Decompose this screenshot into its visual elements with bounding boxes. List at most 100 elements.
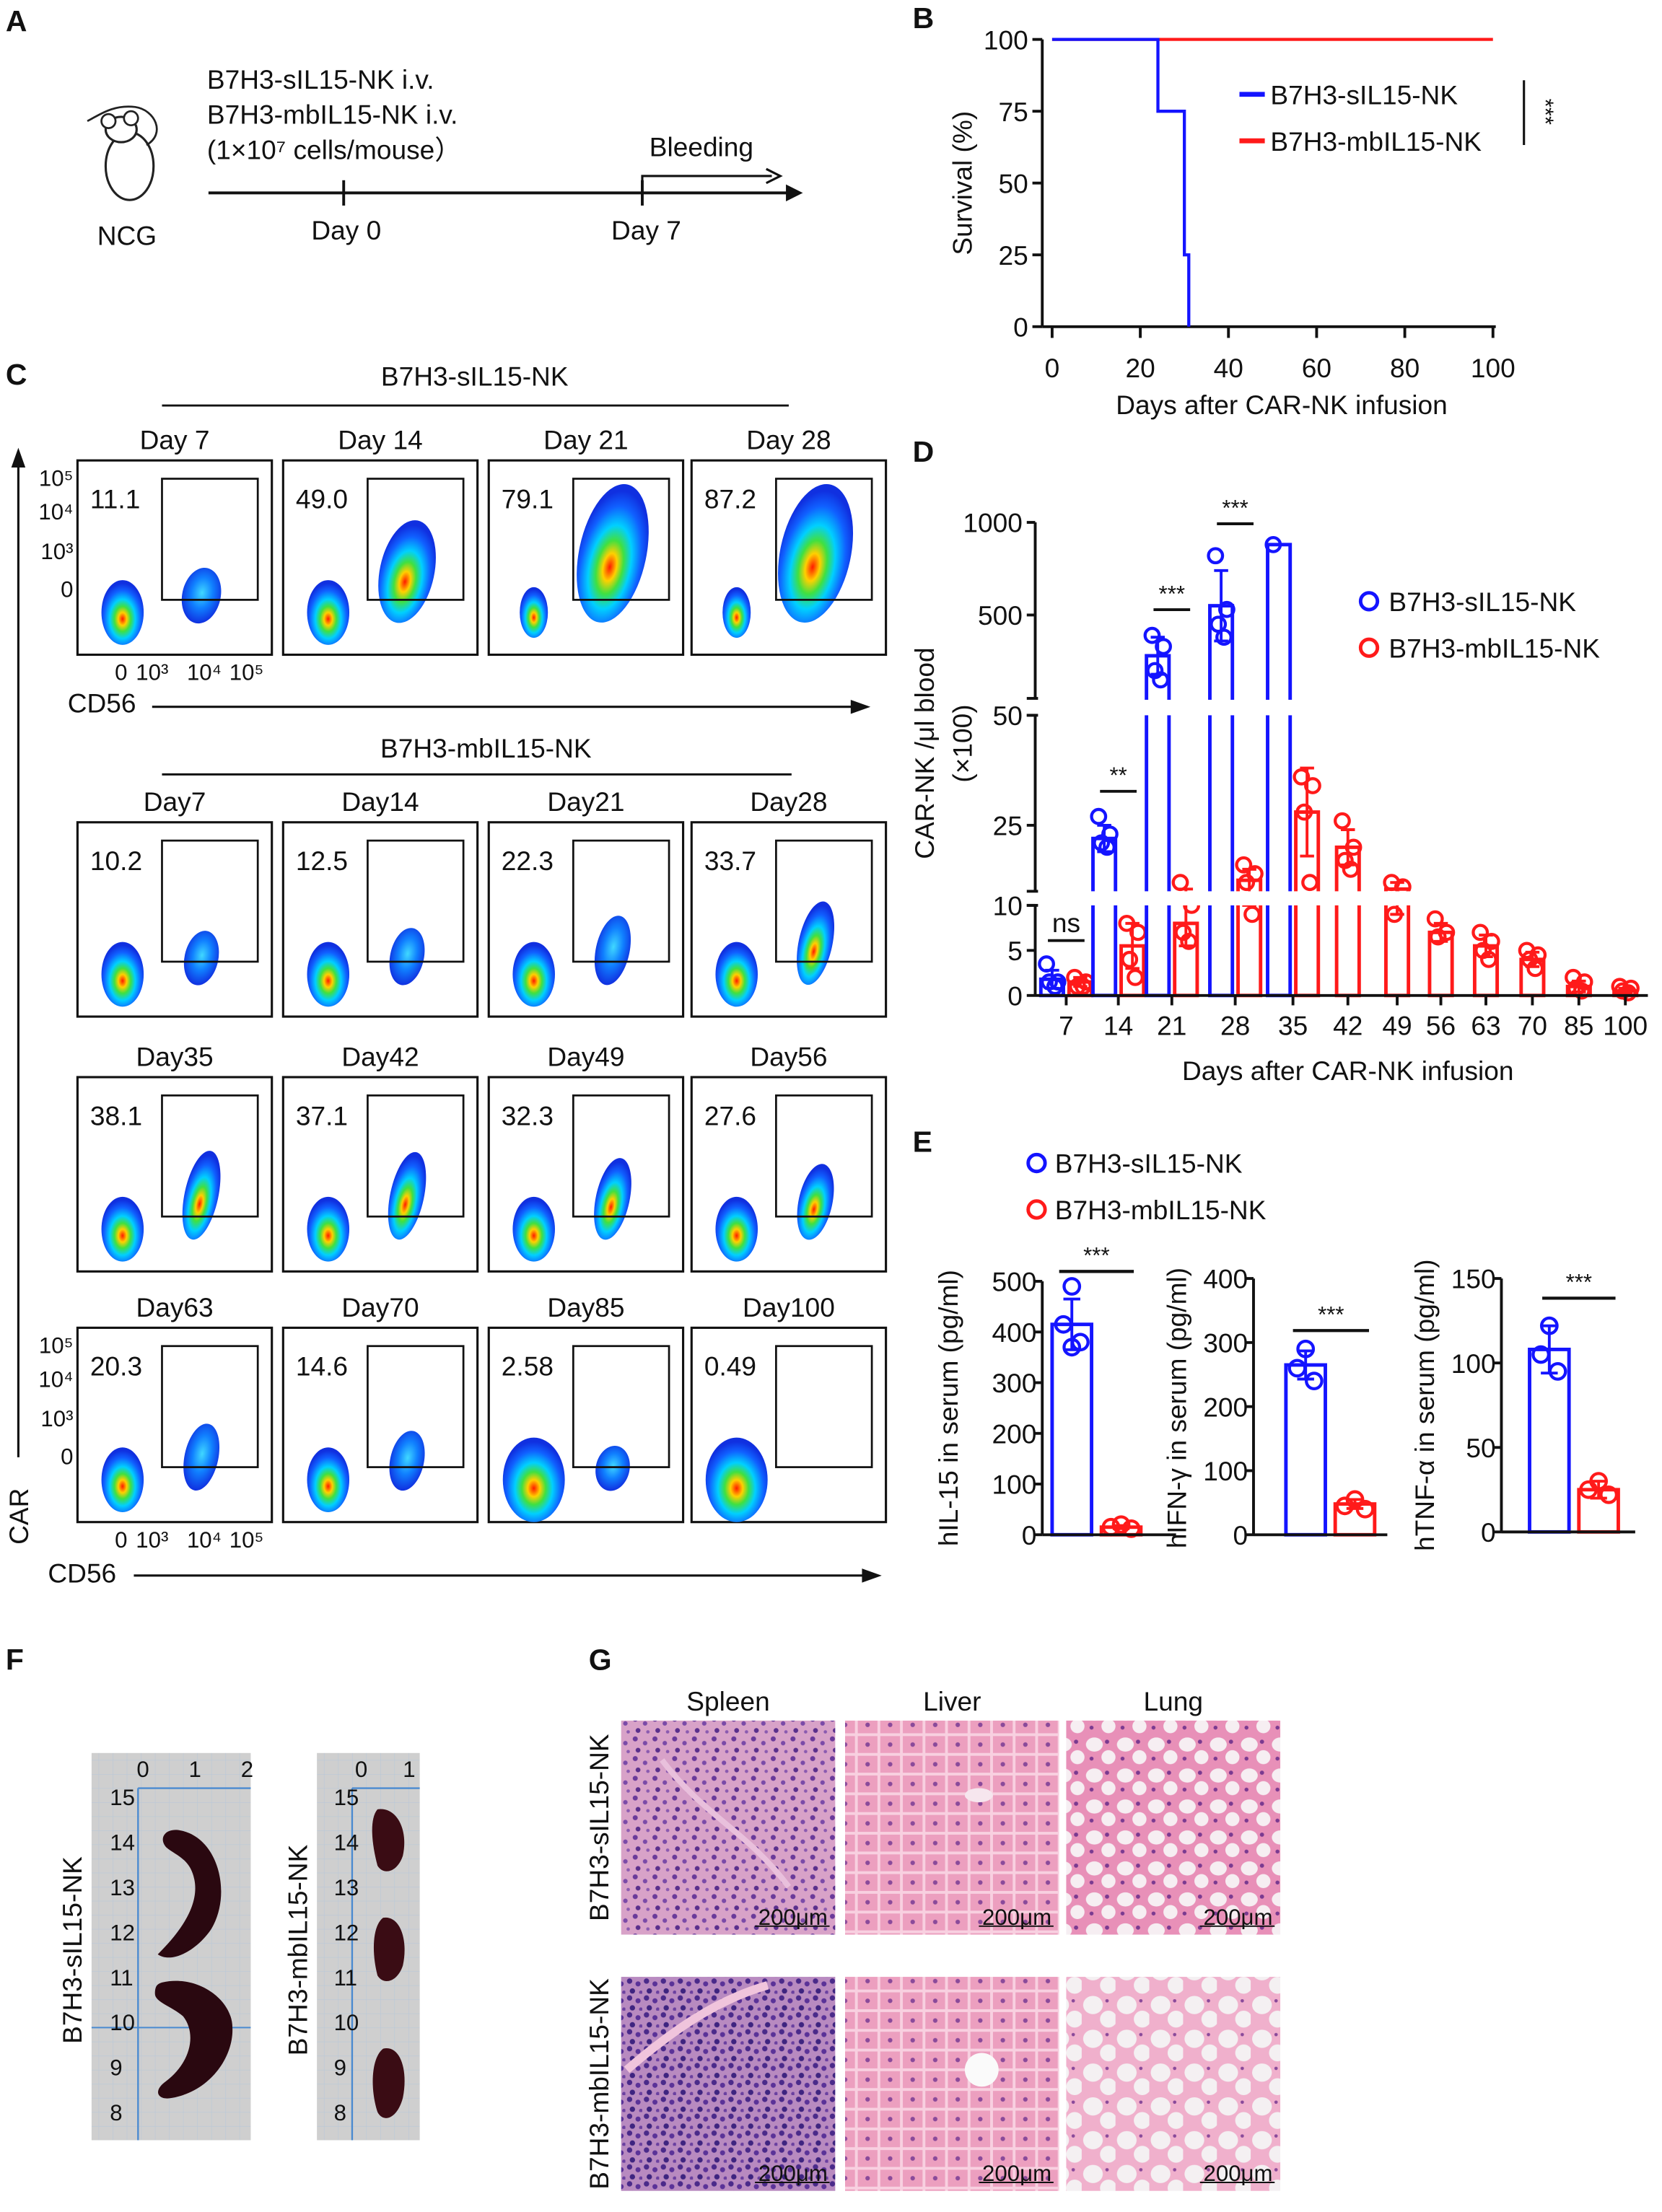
flow-plot: Day 14 49.0 (281, 425, 479, 657)
panel-letter-f: F (6, 1643, 24, 1677)
significance-label: *** (1533, 99, 1558, 125)
negative-population (705, 1437, 768, 1522)
data-point-blue (1296, 1339, 1316, 1359)
histology-image: 200μm (1066, 1720, 1281, 1935)
histology-tissue (845, 1720, 1059, 1935)
data-point-red (1171, 874, 1189, 892)
scale-bar-label: 200μm (1203, 1905, 1272, 1930)
trabecula (624, 1981, 769, 2073)
data-point-blue (1218, 600, 1235, 618)
data-point-red (1293, 768, 1311, 786)
panel-letter-a: A (6, 4, 27, 38)
ruler-number: 9 (334, 2055, 346, 2081)
mouse-icon (87, 105, 158, 201)
x-tick-label: 0 (115, 1527, 127, 1553)
positive-population (183, 931, 219, 986)
bar-blue (1266, 543, 1293, 998)
legend-label: B7H3-sIL15-NK (1270, 79, 1458, 110)
y-axis-label: hTNF-α in serum (pg/ml) (1409, 1259, 1440, 1551)
spleen (372, 2048, 405, 2118)
central-vein (964, 2053, 999, 2087)
gate (161, 1094, 259, 1218)
data-point-red (1118, 914, 1136, 932)
legend-marker-blue (1358, 591, 1380, 612)
flow-plot-day: Day28 (750, 786, 827, 817)
flow-plot: Day42 37.1 (281, 1041, 479, 1273)
flow-plot-day: Day 7 (140, 425, 210, 455)
y-tick-label: 50 (993, 701, 1023, 731)
ruler-number: 10 (334, 2010, 359, 2035)
data-point-red (1238, 874, 1256, 892)
mouse-body (104, 131, 155, 201)
ruler-number: 14 (110, 1830, 135, 1855)
histology-tissue (1066, 1720, 1281, 1935)
gate-percentage: 22.3 (502, 846, 554, 876)
x-tick-label: 80 (1390, 353, 1420, 383)
ruler-number: 0 (136, 1757, 149, 1782)
y-tick-label: 10³ (40, 539, 73, 564)
x-tick-label: 0 (1045, 353, 1060, 383)
data-point-red (1426, 910, 1444, 928)
y-tick-label: 0 (1233, 1520, 1248, 1550)
significance-label: ns (1052, 908, 1080, 938)
y-tick-label: 10⁴ (38, 1366, 73, 1392)
legend-label: B7H3-mbIL15-NK (1055, 1195, 1267, 1225)
legend-marker-red (1358, 637, 1380, 658)
x-tick-label: 100 (1471, 353, 1516, 383)
x-axis-label: Days after CAR-NK infusion (1182, 1055, 1514, 1086)
y-axis-label: CAR-NK /μl blood (909, 647, 940, 859)
y-tick-label: 50 (998, 168, 1028, 198)
data-point-blue (1215, 628, 1233, 646)
flow-plot: Day56 27.6 (690, 1041, 888, 1273)
survival-line-blue (1051, 38, 1191, 327)
bar-blue (1091, 836, 1118, 998)
legend-label: B7H3-mbIL15-NK (1270, 126, 1482, 157)
positive-population (594, 1158, 631, 1240)
flow-plot: Day21 22.3 (487, 786, 685, 1018)
negative-population (101, 580, 144, 645)
y-tick-label: 50 (1466, 1433, 1495, 1463)
y-tick-label: 0 (1013, 312, 1028, 342)
flow-plot-frame (76, 459, 274, 657)
significance-label: *** (1159, 581, 1185, 606)
cd56-axis-label: CD56 (48, 1558, 116, 1589)
y-tick-label: 10⁵ (39, 1333, 74, 1359)
data-point-red (1246, 865, 1264, 882)
negative-population (715, 1196, 758, 1262)
data-point-blue (1143, 626, 1161, 644)
data-point-blue (1305, 1371, 1324, 1391)
ruler-number: 15 (110, 1785, 135, 1810)
negative-population (722, 587, 751, 638)
legend-label: B7H3-sIL15-NK (1388, 587, 1576, 617)
flow-plot-day: Day63 (136, 1292, 213, 1322)
data-point-blue (1207, 547, 1225, 565)
flow-plot: Day49 32.3 (487, 1041, 685, 1273)
y-tick-label: 0 (1481, 1517, 1496, 1548)
x-tick-label: 10⁴ (187, 1527, 222, 1553)
x-tick-label: 100 (1603, 1010, 1648, 1040)
flow-plot: Day14 12.5 (281, 786, 479, 1018)
positive-population (595, 1445, 630, 1491)
ruler-number: 11 (110, 1965, 133, 1991)
data-point-red (1074, 978, 1092, 996)
gate (775, 839, 873, 963)
data-point-blue (1038, 955, 1056, 973)
flow-plot-day: Day100 (743, 1292, 835, 1322)
timeline-arrowhead (786, 184, 803, 202)
gate (367, 1345, 465, 1468)
significance-label: *** (1566, 1270, 1592, 1295)
flow-plot: Day100 0.49 (690, 1292, 888, 1524)
ruler-number: 0 (355, 1757, 367, 1782)
ruler-number: 1 (189, 1757, 201, 1782)
x-tick-label: 35 (1278, 1010, 1308, 1040)
data-point-red (1342, 860, 1360, 878)
legend-marker-blue (1026, 1152, 1047, 1174)
x-tick-label: 10⁴ (187, 660, 222, 685)
flow-plot-day: Day42 (341, 1041, 419, 1071)
data-point-red (1619, 984, 1637, 1001)
gate (367, 839, 465, 963)
x-tick-label: 56 (1426, 1010, 1456, 1040)
arrowhead (850, 699, 871, 714)
figure-root: A B C D E F G NCG B7H3-sIL15-NK i.v. B7H3-mbIL15-… (4, 1, 1658, 2191)
